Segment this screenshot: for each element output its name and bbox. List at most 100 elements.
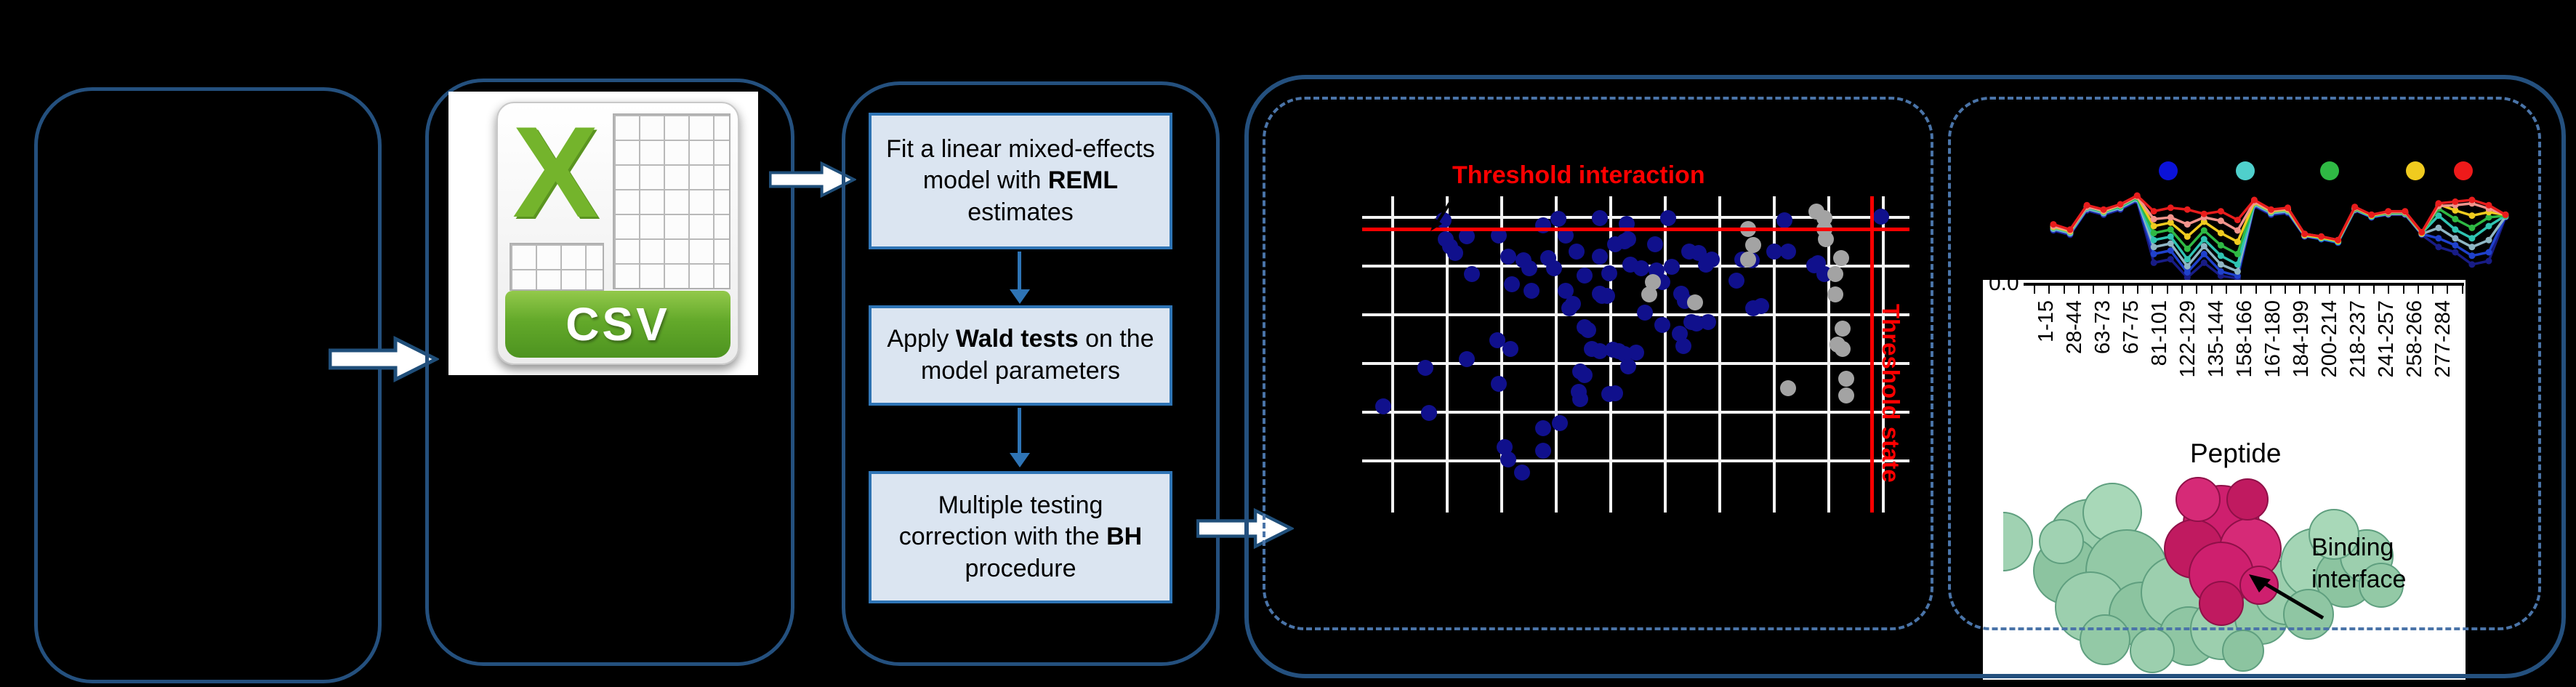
line-marker <box>2468 224 2476 231</box>
line-marker <box>2318 233 2325 240</box>
flow-step-bh: Multiple testing correction with the BH … <box>869 471 1172 603</box>
peptide-axis-image: 0.0 1-15 28-44 63-73 67-75 81-101 122-129 135-… <box>1983 280 2466 680</box>
small-black-arrow-icon <box>1430 198 1454 231</box>
scatter-point <box>1637 304 1654 321</box>
line-marker <box>2468 261 2476 268</box>
line-series-red <box>2053 193 2506 242</box>
scatter-point <box>1513 464 1530 481</box>
dose-legend-dot <box>2406 161 2425 180</box>
line-marker <box>2234 238 2241 246</box>
dose-legend-dot <box>2236 161 2255 180</box>
scatter-point <box>1558 283 1574 300</box>
flow-step-wald-text: Apply <box>887 325 956 353</box>
axis-tick <box>2048 286 2050 294</box>
panel-csv <box>425 79 794 666</box>
scatter-point <box>1601 265 1617 281</box>
line-marker <box>2250 196 2258 204</box>
scatter-point <box>1534 443 1551 459</box>
x-axis-title: Peptide <box>2190 438 2282 468</box>
line-marker <box>2183 274 2191 281</box>
csv-image-background: X CSV <box>448 92 758 375</box>
dose-legend-dot <box>2159 161 2178 180</box>
line-marker <box>2217 230 2224 237</box>
line-marker <box>2150 236 2157 244</box>
line-marker <box>2200 210 2207 217</box>
line-marker <box>2066 226 2074 233</box>
scatter-point <box>1576 367 1593 384</box>
scatter-point <box>1752 297 1769 314</box>
scatter-point <box>1558 227 1574 244</box>
scatter-point <box>1728 273 1745 289</box>
line-marker <box>2083 201 2090 209</box>
axis-tick <box>2034 286 2035 294</box>
csv-file-icon: X CSV <box>496 102 739 365</box>
line-marker <box>2183 262 2191 270</box>
axis-tick <box>2196 286 2198 294</box>
scatter-point <box>1646 236 1663 252</box>
axis-tick <box>2210 286 2213 294</box>
scatter-point <box>1420 405 1437 421</box>
scatter-point <box>1504 276 1521 293</box>
excel-x-glyph: X <box>512 100 599 244</box>
line-marker <box>2217 268 2224 275</box>
line-marker <box>2217 217 2224 225</box>
line-marker <box>2150 222 2157 230</box>
dose-legend-dot <box>2454 161 2473 180</box>
scatter-point <box>1564 295 1581 312</box>
scatter-point <box>1766 244 1782 260</box>
arrow-right-icon <box>329 336 439 382</box>
scatter-point <box>1739 251 1756 268</box>
line-marker <box>2452 241 2459 249</box>
line-marker <box>2435 244 2442 251</box>
axis-tick <box>2329 286 2330 294</box>
flow-step-wald: Apply Wald tests on the model parameters <box>869 305 1172 406</box>
scatter-point <box>1500 249 1517 265</box>
scatter-point <box>1521 260 1538 276</box>
line-marker <box>2200 243 2207 250</box>
line-marker <box>2285 204 2291 212</box>
line-marker <box>2100 206 2107 213</box>
threshold-state-line <box>1870 196 1874 513</box>
axis-tick <box>2358 286 2360 294</box>
line-marker <box>2150 244 2157 251</box>
panel-results-scatter <box>1263 97 1933 630</box>
scatter-point <box>1599 288 1616 304</box>
line-marker <box>2234 227 2241 234</box>
axis-tick <box>2093 286 2095 294</box>
line-marker <box>2335 236 2342 244</box>
threshold-interaction-label: Threshold interaction <box>1452 161 1705 189</box>
line-marker <box>2452 226 2459 233</box>
flow-step-bh-bold: BH <box>1106 523 1143 551</box>
panel-results-peptide <box>1948 97 2541 630</box>
line-marker <box>2150 250 2157 257</box>
scatter-plot: Threshold state <box>1362 196 1909 513</box>
flow-connector-arrowhead <box>1010 289 1030 304</box>
line-marker <box>2234 217 2241 224</box>
line-marker <box>2452 198 2459 205</box>
flow-connector <box>1018 252 1021 289</box>
line-marker <box>2468 196 2476 204</box>
flow-step-bh-text: Multiple testing correction with the <box>898 491 1107 551</box>
binding-label-line2: interface <box>2311 566 2407 594</box>
scatter-point <box>1606 385 1623 401</box>
scatter-point <box>1704 251 1720 268</box>
line-marker <box>2385 208 2392 215</box>
line-marker <box>2167 219 2174 226</box>
axis-tick <box>2461 286 2463 294</box>
scatter-point <box>1496 439 1513 455</box>
scatter-point <box>1576 268 1593 284</box>
line-marker <box>2050 221 2057 228</box>
axis-tick <box>2137 286 2139 294</box>
scatter-point <box>1779 244 1796 260</box>
line-marker <box>2368 211 2375 218</box>
scatter-point <box>1835 320 1851 337</box>
axis-tick <box>2402 286 2404 294</box>
line-marker <box>2150 208 2157 215</box>
line-marker <box>2468 212 2476 220</box>
scatter-points-layer <box>1362 196 1909 513</box>
scatter-point <box>1569 244 1585 260</box>
line-marker <box>2418 228 2426 236</box>
line-marker <box>2117 201 2124 208</box>
axis-tick <box>2285 286 2287 294</box>
line-marker <box>2200 236 2207 243</box>
